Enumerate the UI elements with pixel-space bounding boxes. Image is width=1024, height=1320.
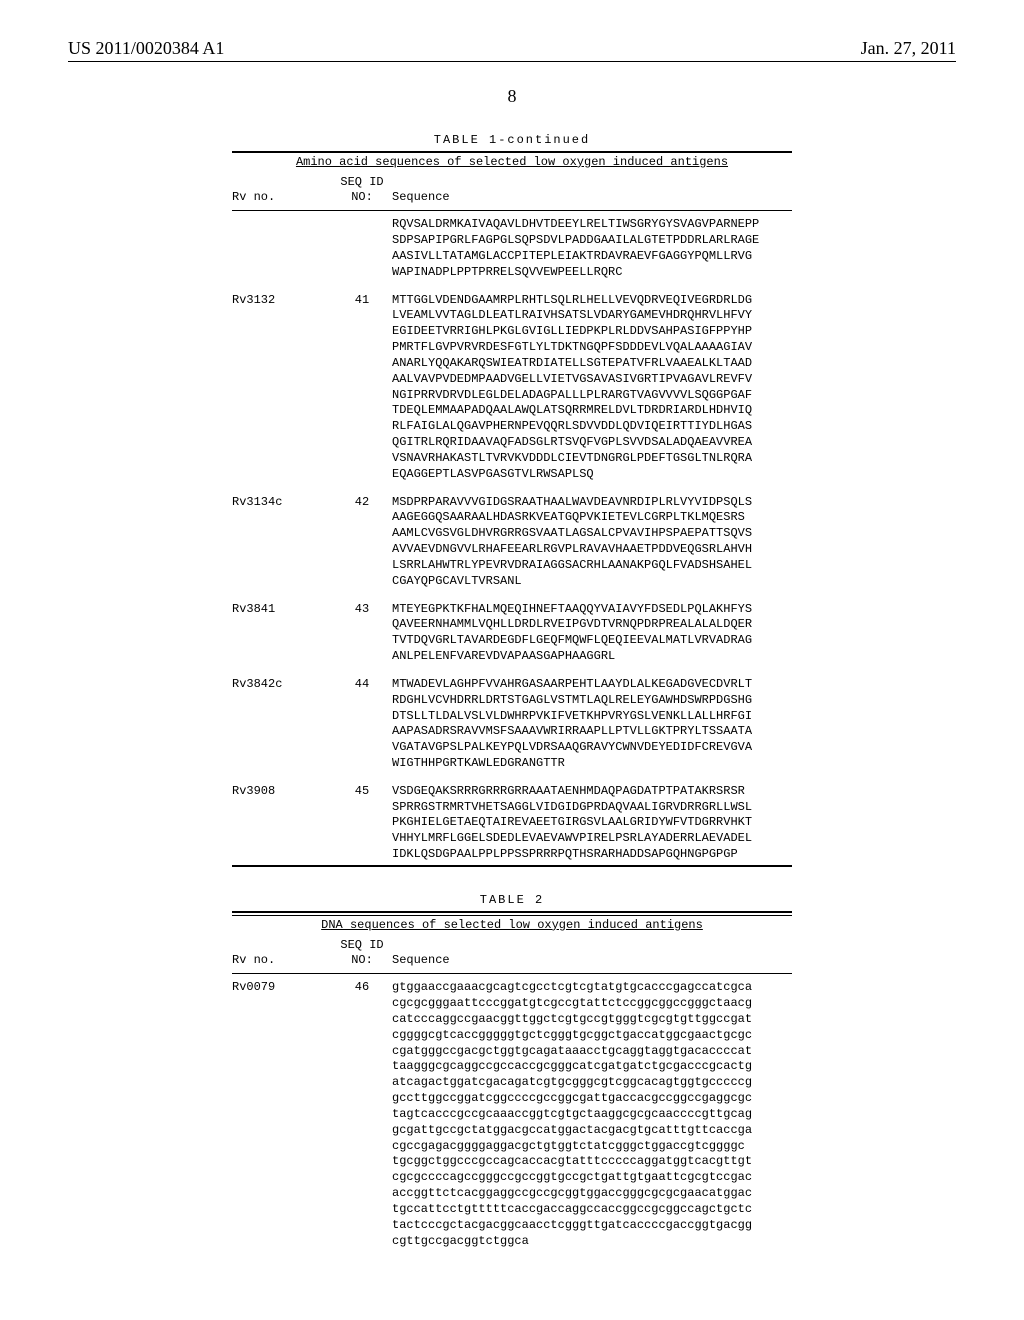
table-row: RQVSALDRMKAIVAQAVLDHVTDEEYLRELTIWSGRYGYS… <box>232 217 792 280</box>
seq-id: 43 <box>332 602 392 618</box>
table-2-head-rule <box>232 973 792 974</box>
col-rv-label: Rv no. <box>232 190 332 206</box>
col-rv-label-2: Rv no. <box>232 953 332 969</box>
col-sequence-label: Sequence <box>392 190 792 206</box>
sequence: gtggaaccgaaacgcagtcgcctcgtcgtatgtgcacccg… <box>392 980 792 1249</box>
seq-id: 45 <box>332 784 392 800</box>
rv-number: Rv3134c <box>232 495 332 511</box>
table-row: Rv390845VSDGEQAKSRRRGRRRGRRAAATAENHMDAQP… <box>232 784 792 863</box>
sequence: VSDGEQAKSRRRGRRRGRRAAATAENHMDAQPAGDATPTP… <box>392 784 792 863</box>
table-2-top-rule <box>232 911 792 913</box>
col-seqid-top: SEQ ID <box>332 175 392 191</box>
seq-id: 44 <box>332 677 392 693</box>
seq-id: 41 <box>332 293 392 309</box>
table-1-continued: TABLE 1-continued Amino acid sequences o… <box>232 133 792 867</box>
rv-number: Rv3132 <box>232 293 332 309</box>
rv-number: Rv0079 <box>232 980 332 996</box>
sequence: MTTGGLVDENDGAAMRPLRHTLSQLRLHELLVEVQDRVEQ… <box>392 293 792 483</box>
table-row: Rv007946gtggaaccgaaacgcagtcgcctcgtcgtatg… <box>232 980 792 1249</box>
col-seqid-bot: NO: <box>332 190 392 206</box>
rv-number: Rv3841 <box>232 602 332 618</box>
table-row: Rv3134c42MSDPRPARAVVVGIDGSRAATHAALWAVDEA… <box>232 495 792 590</box>
col-seqid-top-2: SEQ ID <box>332 938 392 954</box>
table-1-subhead: Amino acid sequences of selected low oxy… <box>232 155 792 171</box>
table-1-colhead: Rv no. SEQ ID NO: Sequence <box>232 175 792 207</box>
table-2-top-rule-2 <box>232 915 792 916</box>
sequence: MSDPRPARAVVVGIDGSRAATHAALWAVDEAVNRDIPLRL… <box>392 495 792 590</box>
table-1-title: TABLE 1-continued <box>232 133 792 149</box>
rv-number: Rv3842c <box>232 677 332 693</box>
page-header: US 2011/0020384 A1 Jan. 27, 2011 <box>68 38 956 59</box>
table-2-subhead: DNA sequences of selected low oxygen ind… <box>232 918 792 934</box>
table-row: Rv313241MTTGGLVDENDGAAMRPLRHTLSQLRLHELLV… <box>232 293 792 483</box>
patent-number: US 2011/0020384 A1 <box>68 38 224 59</box>
sequence: MTEYEGPKTKFHALMQEQIHNEFTAAQQYVAIAVYFDSED… <box>392 602 792 665</box>
col-sequence-label-2: Sequence <box>392 953 792 969</box>
table-2: TABLE 2 DNA sequences of selected low ox… <box>232 893 792 1249</box>
table-2-colhead: Rv no. SEQ ID NO: Sequence <box>232 938 792 970</box>
table-2-title: TABLE 2 <box>232 893 792 909</box>
publication-date: Jan. 27, 2011 <box>861 38 956 59</box>
seq-id: 42 <box>332 495 392 511</box>
page-number: 8 <box>68 86 956 107</box>
table-1-top-rule <box>232 151 792 153</box>
header-rule <box>68 61 956 62</box>
seq-id: 46 <box>332 980 392 996</box>
sequence: MTWADEVLAGHPFVVAHRGASAARPEHTLAAYDLALKEGA… <box>392 677 792 772</box>
sequence: RQVSALDRMKAIVAQAVLDHVTDEEYLRELTIWSGRYGYS… <box>392 217 792 280</box>
rv-number: Rv3908 <box>232 784 332 800</box>
table-1-head-rule <box>232 210 792 211</box>
table-row: Rv384143MTEYEGPKTKFHALMQEQIHNEFTAAQQYVAI… <box>232 602 792 665</box>
col-seqid-bot-2: NO: <box>332 953 392 969</box>
table-1-bottom-rule <box>232 865 792 867</box>
table-row: Rv3842c44MTWADEVLAGHPFVVAHRGASAARPEHTLAA… <box>232 677 792 772</box>
